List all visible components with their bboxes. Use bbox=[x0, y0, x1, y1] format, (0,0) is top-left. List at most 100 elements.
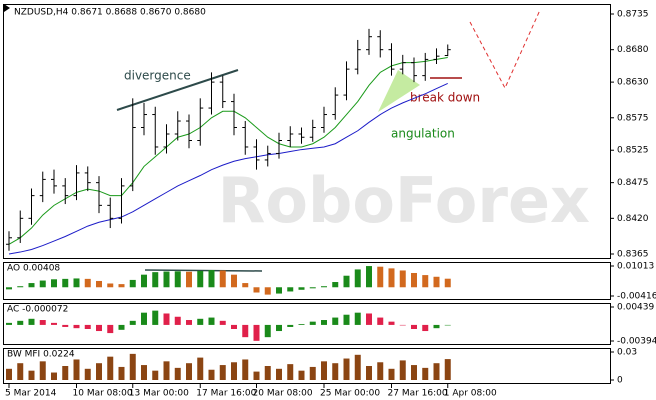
histogram-bar bbox=[28, 283, 35, 288]
histogram-bar bbox=[264, 366, 271, 380]
histogram-bar bbox=[388, 321, 395, 325]
histogram-bar bbox=[343, 314, 350, 325]
ac-pane bbox=[3, 303, 611, 345]
histogram-bar bbox=[399, 324, 406, 326]
histogram-bar bbox=[321, 320, 327, 325]
y-tick-label: -0.00394 bbox=[617, 337, 656, 347]
histogram-bar bbox=[332, 282, 339, 288]
histogram-bar bbox=[287, 364, 294, 380]
y-tick-label: 0 bbox=[617, 376, 623, 386]
x-tick-label: 5 Mar 2014 bbox=[5, 389, 57, 399]
histogram-bar bbox=[174, 367, 181, 380]
y-tick-label: 0.8630 bbox=[617, 78, 649, 88]
histogram-bar bbox=[39, 320, 46, 325]
histogram-bar bbox=[444, 359, 451, 380]
histogram-bar bbox=[321, 361, 327, 380]
histogram-bar bbox=[219, 320, 226, 325]
histogram-bar bbox=[309, 321, 316, 325]
histogram-bar bbox=[231, 274, 237, 288]
histogram-bar bbox=[264, 324, 271, 338]
y-tick-label: 0.8475 bbox=[617, 178, 649, 188]
forecast-path bbox=[469, 9, 541, 90]
histogram-bar bbox=[321, 286, 327, 288]
histogram-bar bbox=[231, 362, 237, 380]
histogram-bar bbox=[343, 275, 350, 288]
y-tick-label: 0.8575 bbox=[617, 113, 649, 123]
histogram-bar bbox=[118, 324, 125, 330]
histogram-bar bbox=[197, 270, 204, 288]
histogram-bar bbox=[208, 369, 215, 380]
histogram-bar bbox=[208, 317, 215, 325]
histogram-bar bbox=[298, 324, 305, 325]
histogram-bar bbox=[141, 365, 147, 380]
histogram-bar bbox=[433, 324, 440, 329]
histogram-bar bbox=[186, 320, 192, 325]
histogram-bar bbox=[253, 324, 260, 341]
ao-pane bbox=[3, 262, 611, 300]
histogram-bar bbox=[411, 324, 417, 329]
histogram-bar bbox=[354, 354, 361, 380]
divergence-line bbox=[116, 69, 239, 111]
y-tick-label: 0.03 bbox=[617, 348, 637, 358]
histogram-bar bbox=[253, 287, 260, 293]
histogram-bar bbox=[354, 312, 361, 325]
histogram-bar bbox=[84, 368, 91, 380]
histogram-bar bbox=[107, 283, 114, 288]
histogram-bar bbox=[118, 366, 125, 380]
pane-label: AC -0.000072 bbox=[7, 305, 68, 315]
histogram-bar bbox=[276, 324, 282, 332]
histogram-bar bbox=[366, 266, 372, 288]
histogram-bar bbox=[96, 363, 102, 380]
histogram-bar bbox=[62, 366, 69, 380]
histogram-bar bbox=[366, 366, 372, 380]
histogram-bar bbox=[219, 365, 226, 380]
pane-marker bbox=[4, 4, 10, 12]
x-tick-label: 17 Mar 16:00 bbox=[196, 389, 256, 399]
chart-title: NZDUSD,H4 0.8671 0.8688 0.8670 0.8680 bbox=[14, 8, 206, 18]
histogram-bar bbox=[208, 270, 215, 288]
histogram-bar bbox=[422, 275, 429, 288]
histogram-bar bbox=[73, 359, 80, 380]
histogram-bar bbox=[107, 356, 114, 380]
histogram-bar bbox=[96, 280, 102, 288]
histogram-bar bbox=[28, 318, 35, 325]
histogram-bar bbox=[422, 367, 429, 380]
histogram-bar bbox=[17, 286, 24, 288]
histogram-bar bbox=[39, 280, 46, 288]
histogram-bar bbox=[62, 278, 69, 288]
histogram-bar bbox=[6, 287, 12, 290]
histogram-bar bbox=[287, 287, 294, 292]
histogram-bar bbox=[264, 287, 271, 295]
x-tick-label: 25 Mar 00:00 bbox=[320, 389, 380, 399]
x-tick-label: 1 Apr 08:00 bbox=[444, 389, 497, 399]
x-tick-label: 13 Mar 00:00 bbox=[129, 389, 189, 399]
histogram-bar bbox=[6, 322, 12, 325]
histogram-bar bbox=[343, 358, 350, 380]
histogram-bar bbox=[163, 271, 170, 288]
x-tick-label: 27 Mar 16:00 bbox=[388, 389, 448, 399]
histogram-bar bbox=[141, 312, 147, 325]
histogram-bar bbox=[197, 357, 204, 380]
histogram-bar bbox=[298, 370, 305, 380]
histogram-bar bbox=[388, 368, 395, 380]
histogram-bar bbox=[253, 371, 260, 380]
histogram-bar bbox=[242, 359, 249, 380]
histogram-bar bbox=[107, 324, 114, 334]
histogram-bar bbox=[73, 324, 80, 329]
histogram-bar bbox=[39, 361, 46, 380]
y-tick-label: 0.8735 bbox=[617, 10, 649, 20]
histogram-bar bbox=[231, 324, 237, 329]
histogram-bar bbox=[411, 365, 417, 380]
ao-divergence-line bbox=[144, 269, 263, 272]
histogram-bar bbox=[174, 271, 181, 288]
main-pane bbox=[3, 4, 611, 259]
histogram-bar bbox=[17, 363, 24, 380]
x-tick-label: 10 Mar 08:00 bbox=[73, 389, 133, 399]
histogram-bar bbox=[51, 322, 57, 325]
histogram-bar bbox=[366, 313, 372, 325]
histogram-bar bbox=[444, 324, 451, 326]
histogram-bar bbox=[309, 287, 316, 289]
annotation: angulation bbox=[391, 127, 455, 141]
